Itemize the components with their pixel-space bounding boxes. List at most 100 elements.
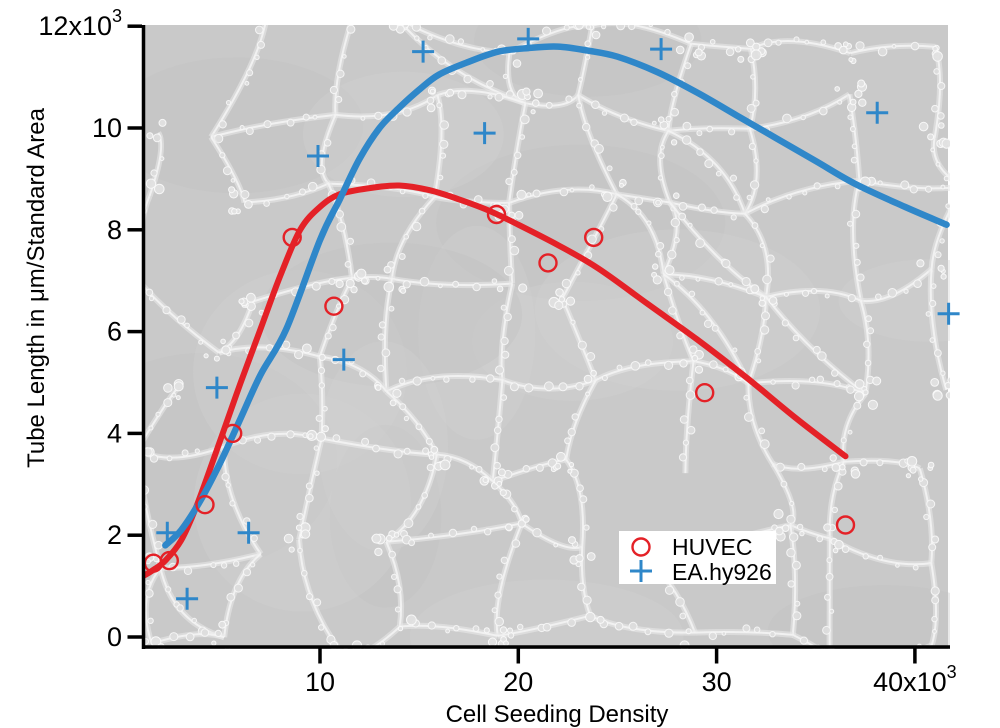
- cell-dot: [472, 625, 480, 632]
- cell-dot: [741, 277, 751, 287]
- cell-dot: [184, 322, 190, 329]
- cell-cluster-dot: [619, 182, 624, 188]
- cell-dot: [875, 293, 882, 301]
- cell-cluster-dot: [857, 79, 866, 88]
- cell-cluster-dot: [503, 640, 509, 647]
- cell-dot: [412, 376, 422, 386]
- cell-dot: [733, 194, 740, 201]
- cell-dot: [171, 392, 177, 398]
- cell-cluster-dot: [231, 208, 238, 215]
- eahy926-point: [307, 145, 329, 167]
- cell-dot: [925, 311, 932, 317]
- cell-dot: [721, 259, 731, 268]
- cell-dot: [336, 303, 342, 309]
- cell-cluster-dot: [499, 626, 508, 634]
- cell-cluster-dot: [685, 628, 692, 635]
- cell-dot: [487, 94, 493, 100]
- cell-dot: [475, 465, 483, 473]
- cell-cluster-dot: [568, 536, 576, 545]
- eahy926-point: [156, 521, 179, 544]
- cell-dot: [149, 454, 159, 463]
- cell-dot: [685, 390, 696, 400]
- cell-dot: [576, 484, 584, 493]
- huvec-point: [282, 227, 302, 248]
- cell-dot: [821, 466, 828, 473]
- cell-dot: [391, 573, 398, 581]
- cell-dot: [421, 492, 429, 499]
- cell-dot: [493, 461, 502, 470]
- cell-dot: [939, 238, 945, 244]
- cell-cluster-dot: [371, 533, 382, 544]
- background-tone-blob: [418, 225, 536, 440]
- cell-dot: [822, 625, 831, 635]
- cell-cluster-dot: [154, 183, 165, 195]
- cell-cluster-dot: [507, 627, 513, 634]
- cell-cluster-dot: [383, 281, 395, 293]
- cell-cluster-dot: [872, 376, 882, 386]
- cell-dot: [656, 242, 665, 250]
- cell-dot: [336, 69, 345, 79]
- cell-cluster-dot: [522, 87, 531, 96]
- cell-cluster-dot: [430, 445, 439, 454]
- cell-dot: [859, 458, 868, 467]
- tube-ridge-highlight: [747, 296, 767, 384]
- cell-cluster-dot: [969, 175, 976, 182]
- cell-dot: [847, 114, 853, 120]
- cell-dot: [336, 222, 347, 232]
- cell-dot: [759, 325, 770, 335]
- cell-dot: [834, 183, 841, 190]
- cell-cluster-dot: [694, 48, 703, 57]
- cell-dot: [297, 547, 303, 554]
- huvec-point: [835, 515, 856, 535]
- cell-dot: [937, 82, 946, 90]
- huvec-point: [159, 550, 180, 571]
- tube-ridge-highlight: [747, 383, 774, 465]
- cell-dot: [913, 279, 922, 289]
- cell-dot: [567, 618, 576, 627]
- cell-dot: [426, 96, 435, 105]
- huvec-point: [195, 495, 215, 515]
- cell-dot: [567, 428, 576, 437]
- cell-dot: [486, 80, 494, 88]
- cell-cluster-dot: [512, 59, 522, 68]
- cell-cluster-dot: [158, 118, 167, 127]
- cell-dot: [765, 197, 771, 203]
- cell-dot: [648, 25, 654, 28]
- tube-ridge-highlight: [368, 625, 401, 649]
- cell-dot: [448, 528, 458, 538]
- cell-dot: [532, 528, 542, 538]
- cell-dot: [855, 41, 865, 51]
- cell-dot: [263, 120, 272, 129]
- cell-cluster-dot: [673, 192, 680, 199]
- cell-dot: [930, 586, 940, 596]
- cell-dot: [792, 611, 802, 621]
- cell-dot: [759, 439, 770, 450]
- cell-dot: [668, 306, 677, 315]
- cell-dot: [578, 77, 583, 82]
- cell-cluster-dot: [932, 45, 938, 52]
- cell-cluster-dot: [499, 489, 507, 497]
- cell-dot: [670, 107, 680, 117]
- eahy926-point: [176, 587, 199, 610]
- cell-dot: [801, 289, 810, 297]
- cell-dot: [910, 41, 920, 51]
- cell-dot: [756, 358, 762, 364]
- cell-dot: [763, 38, 773, 48]
- cell-cluster-dot: [406, 614, 417, 626]
- cell-dot: [887, 288, 898, 298]
- cell-dot: [219, 152, 226, 159]
- cell-cluster-dot: [918, 476, 924, 482]
- cell-cluster-dot: [517, 519, 526, 528]
- cell-cluster-dot: [834, 86, 841, 92]
- cell-dot: [585, 54, 591, 60]
- cell-cluster-dot: [752, 42, 761, 51]
- cell-dot: [344, 261, 352, 268]
- cell-dot: [439, 152, 447, 159]
- cell-cluster-dot: [652, 263, 659, 270]
- cell-dot: [191, 617, 198, 624]
- cell-cluster-dot: [768, 296, 778, 305]
- cell-dot: [678, 453, 688, 462]
- tube-ridge-highlight: [849, 44, 936, 55]
- cell-cluster-dot: [483, 627, 490, 634]
- cell-cluster-dot: [586, 552, 596, 561]
